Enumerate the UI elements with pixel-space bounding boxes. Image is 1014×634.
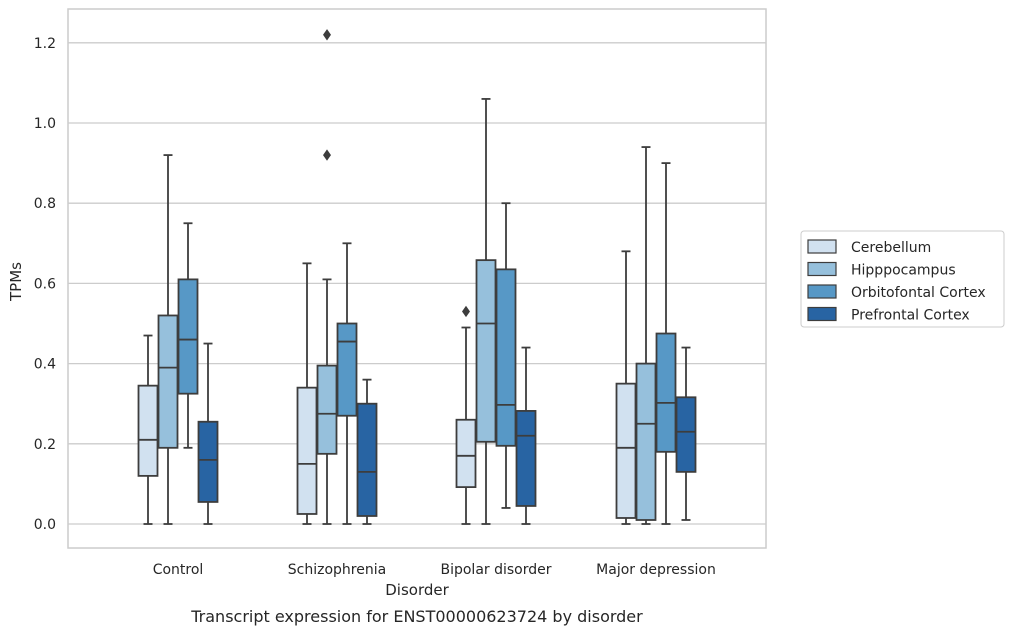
legend-frame — [800, 230, 1005, 328]
box — [475, 259, 497, 443]
box — [615, 382, 637, 519]
box-orbitofontal-cortex — [177, 222, 199, 449]
y-tick-label: 0.6 — [34, 276, 56, 292]
legend-item: Prefrontal Cortex — [807, 306, 970, 324]
x-tick-label: Bipolar disorder — [440, 562, 551, 578]
legend-label: Orbitofontal Cortex — [851, 285, 986, 301]
box-prefrontal-cortex — [197, 342, 219, 525]
box — [316, 364, 338, 455]
legend: Cerebellum Hipppocampus Orbitofontal Corte… — [800, 230, 1005, 328]
legend-swatch — [807, 239, 837, 254]
box — [675, 396, 697, 473]
box — [336, 322, 358, 417]
x-tick-label: Major depression — [596, 562, 716, 578]
y-tick-label: 0.8 — [34, 196, 56, 212]
box-plot-area — [137, 29, 697, 525]
outlier-point — [323, 149, 331, 161]
box-prefrontal-cortex — [515, 346, 537, 525]
box-hipppocampus — [316, 29, 338, 525]
plot-frame — [67, 8, 767, 549]
box-hipppocampus — [635, 146, 657, 525]
box-cerebellum — [296, 262, 318, 525]
y-tick-label: 0.0 — [34, 517, 56, 533]
box-cerebellum — [137, 334, 159, 525]
y-tick-label: 1.2 — [34, 36, 56, 52]
box — [455, 418, 477, 489]
legend-item: Hipppocampus — [807, 261, 956, 279]
legend-swatch — [807, 284, 837, 299]
legend-label: Prefrontal Cortex — [851, 308, 970, 324]
box — [157, 314, 179, 449]
x-tick-label: Schizophrenia — [288, 562, 386, 578]
box-prefrontal-cortex — [356, 378, 378, 525]
legend-swatch — [807, 261, 837, 277]
box — [177, 278, 199, 395]
y-axis-label: TPMs — [7, 262, 25, 302]
x-tick-label: Control — [153, 562, 204, 578]
outlier-point — [323, 29, 331, 41]
box — [655, 332, 677, 453]
box — [495, 268, 517, 447]
box-cerebellum — [455, 305, 477, 525]
outlier-point — [462, 305, 470, 318]
box-hipppocampus — [475, 98, 497, 525]
x-axis-ticks: Control Schizophrenia Bipolar disorder Majo… — [153, 562, 716, 578]
legend-swatch — [807, 306, 837, 322]
box — [197, 420, 219, 503]
box-orbitofontal-cortex — [655, 162, 677, 525]
box-hipppocampus — [157, 154, 179, 525]
legend-label: Hipppocampus — [851, 263, 956, 279]
legend-item: Orbitofontal Cortex — [807, 284, 986, 301]
legend-item: Cerebellum — [807, 239, 931, 256]
y-axis-ticks: 0.0 0.2 0.4 0.6 0.8 1.0 1.2 — [34, 36, 56, 533]
box — [515, 410, 537, 507]
y-tick-label: 0.4 — [34, 357, 56, 373]
box-orbitofontal-cortex — [495, 202, 517, 509]
box — [137, 384, 159, 477]
box — [635, 362, 657, 521]
x-axis-label: Disorder — [385, 581, 449, 599]
box-prefrontal-cortex — [675, 346, 697, 521]
legend-label: Cerebellum — [851, 240, 931, 256]
y-tick-label: 1.0 — [34, 116, 56, 132]
box — [356, 402, 378, 517]
chart-caption: Transcript expression for ENST0000062372… — [190, 607, 643, 626]
y-tick-label: 0.2 — [34, 437, 56, 453]
box-orbitofontal-cortex — [336, 242, 358, 525]
box — [296, 386, 318, 515]
box-cerebellum — [615, 250, 637, 525]
